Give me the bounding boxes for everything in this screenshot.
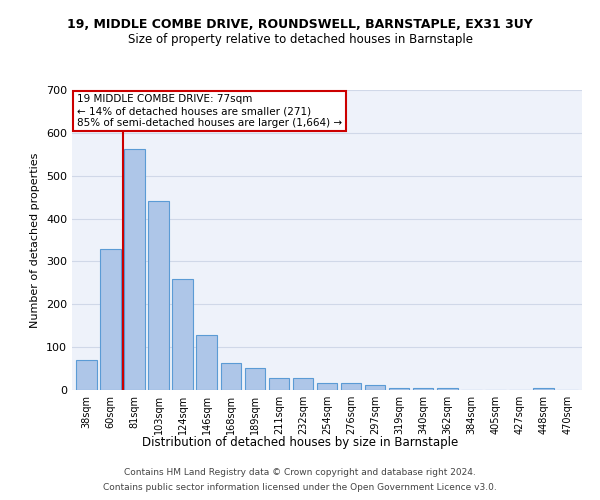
Text: Contains public sector information licensed under the Open Government Licence v3: Contains public sector information licen… [103, 483, 497, 492]
Bar [533, 388, 554, 390]
Bar [196, 335, 217, 390]
Bar [365, 385, 385, 390]
Bar [124, 149, 145, 390]
Bar [100, 250, 121, 390]
Bar [221, 363, 241, 390]
Text: 19 MIDDLE COMBE DRIVE: 77sqm
← 14% of detached houses are smaller (271)
85% of s: 19 MIDDLE COMBE DRIVE: 77sqm ← 14% of de… [77, 94, 342, 128]
Bar [245, 368, 265, 390]
Bar [148, 202, 169, 390]
Bar [172, 280, 193, 390]
Text: Contains HM Land Registry data © Crown copyright and database right 2024.: Contains HM Land Registry data © Crown c… [124, 468, 476, 477]
Bar [76, 360, 97, 390]
Text: 19, MIDDLE COMBE DRIVE, ROUNDSWELL, BARNSTAPLE, EX31 3UY: 19, MIDDLE COMBE DRIVE, ROUNDSWELL, BARN… [67, 18, 533, 30]
Bar [413, 388, 433, 390]
Bar [269, 378, 289, 390]
Bar [293, 378, 313, 390]
Bar [389, 388, 409, 390]
Bar [341, 383, 361, 390]
Y-axis label: Number of detached properties: Number of detached properties [31, 152, 40, 328]
Bar [317, 383, 337, 390]
Bar [437, 388, 458, 390]
Text: Distribution of detached houses by size in Barnstaple: Distribution of detached houses by size … [142, 436, 458, 449]
Text: Size of property relative to detached houses in Barnstaple: Size of property relative to detached ho… [128, 32, 473, 46]
